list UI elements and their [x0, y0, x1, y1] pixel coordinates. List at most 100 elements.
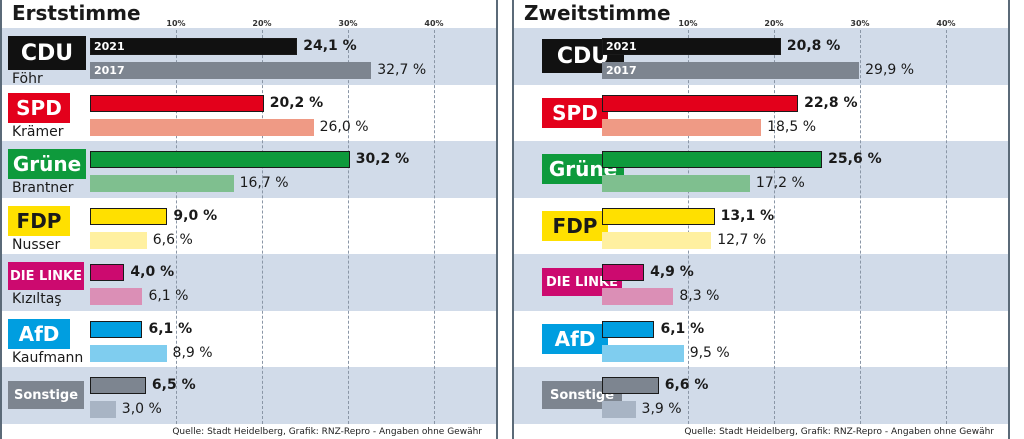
row-band — [2, 367, 496, 424]
tick-label: 10% — [678, 19, 698, 28]
chart-panel-zweitstimme: Zweitstimme 10% 20% 30% 40% CDU 2021 20,8 % 2017… — [512, 0, 1010, 439]
gridline — [860, 30, 861, 424]
party-badge-die-linke: DIE LINKE — [8, 262, 84, 290]
row-band — [2, 254, 496, 311]
party-badge-afd: AfD — [542, 323, 608, 354]
source-note: Quelle: Stadt Heidelberg, Grafik: RNZ-Re… — [172, 427, 482, 437]
gridline — [946, 30, 947, 424]
bar-2017 — [602, 288, 674, 305]
bar-2021 — [602, 94, 799, 112]
bar-2017 — [90, 344, 167, 362]
chart-title: Zweitstimme — [524, 1, 671, 25]
row-band — [2, 197, 496, 254]
value-label: 25,6 % — [828, 151, 882, 167]
value-label: 13,1 % — [720, 207, 775, 224]
bar-2021 — [602, 377, 659, 394]
value-label: 22,8 % — [804, 94, 858, 111]
value-label: 4,0 % — [130, 264, 175, 280]
party-badge-fdp: FDP — [542, 210, 608, 241]
party-badge-spd: SPD — [8, 92, 70, 123]
value-label: 6,6 % — [152, 231, 193, 248]
gridline — [348, 30, 349, 424]
value-label: 6,1 % — [148, 320, 193, 337]
chart-title: Erststimme — [12, 1, 141, 25]
value-label: 8,9 % — [172, 344, 213, 361]
gridline — [262, 30, 263, 424]
tick-label: 10% — [166, 19, 186, 28]
value-label: 3,9 % — [641, 401, 682, 417]
value-label: 17,2 % — [755, 175, 805, 191]
bar-2021 — [90, 207, 168, 225]
bar-2021 — [602, 207, 715, 225]
value-label: 18,5 % — [767, 118, 817, 135]
value-label: 20,8 % — [786, 38, 841, 54]
value-label: 9,5 % — [689, 344, 730, 361]
year-label: 2021 — [94, 40, 125, 53]
chart-panel-erststimme: Erststimme 10% 20% 30% 40% CDU Föhr 2021 24,1 % 2… — [0, 0, 498, 439]
bar-2017 — [602, 231, 712, 249]
tick-label: 30% — [338, 19, 358, 28]
value-label: 26,0 % — [319, 118, 369, 135]
candidate-name: Krämer — [12, 123, 64, 140]
bar-2017 — [90, 401, 116, 418]
value-label: 12,7 % — [717, 231, 767, 248]
value-label: 24,1 % — [303, 38, 357, 54]
bar-2021 — [90, 94, 264, 112]
bar-2017 — [90, 288, 143, 305]
year-label: 2021 — [606, 40, 637, 53]
bar-2021 — [90, 151, 350, 168]
candidate-name: Föhr — [12, 71, 43, 87]
value-label: 6,6 % — [664, 377, 709, 393]
bar-2017 — [602, 118, 762, 136]
candidate-name: Kaufmann — [12, 349, 84, 366]
value-label: 6,5 % — [151, 377, 196, 393]
bar-2021 — [90, 377, 146, 394]
value-label: 8,3 % — [679, 288, 720, 304]
bar-2017 — [602, 62, 860, 79]
bar-2021 — [602, 151, 823, 168]
value-label: 6,1 % — [660, 320, 705, 337]
bar-2017 — [602, 401, 636, 418]
bar-2021 — [90, 320, 143, 338]
tick-label: 20% — [764, 19, 784, 28]
year-label: 2017 — [606, 64, 637, 77]
bar-2021 — [602, 38, 781, 55]
bar-2021 — [90, 38, 298, 55]
tick-label: 20% — [252, 19, 272, 28]
value-label: 29,9 % — [865, 62, 915, 78]
value-label: 4,9 % — [650, 264, 694, 280]
value-label: 30,2 % — [355, 151, 410, 167]
bar-2021 — [602, 320, 655, 338]
bar-2017 — [602, 344, 684, 362]
gridline — [176, 30, 177, 424]
party-badge-cdu: CDU — [8, 36, 86, 70]
party-badge-spd: SPD — [542, 97, 608, 128]
bar-2017 — [90, 62, 372, 79]
party-badge-sonstige: Sonstige — [8, 381, 84, 410]
bar-2017 — [90, 118, 314, 136]
value-label: 9,0 % — [173, 207, 218, 224]
value-label: 16,7 % — [239, 175, 289, 191]
year-label: 2017 — [94, 64, 125, 77]
bar-2017 — [602, 175, 750, 192]
bar-2017 — [90, 175, 234, 192]
value-label: 32,7 % — [377, 62, 427, 78]
row-band — [2, 310, 496, 367]
tick-label: 30% — [850, 19, 870, 28]
gridline — [774, 30, 775, 424]
tick-label: 40% — [424, 19, 444, 28]
gridline — [688, 30, 689, 424]
bar-2021 — [602, 264, 645, 281]
source-note: Quelle: Stadt Heidelberg, Grafik: RNZ-Re… — [684, 427, 994, 437]
party-badge-gruene: Grüne — [8, 149, 86, 179]
bar-2017 — [90, 231, 147, 249]
gridline — [434, 30, 435, 424]
value-label: 6,1 % — [148, 288, 189, 304]
tick-label: 40% — [936, 19, 956, 28]
candidate-name: Kızıltaş — [12, 291, 62, 307]
value-label: 3,0 % — [121, 401, 162, 417]
party-badge-afd: AfD — [8, 318, 70, 349]
value-label: 20,2 % — [269, 94, 324, 111]
bar-2021 — [90, 264, 125, 281]
